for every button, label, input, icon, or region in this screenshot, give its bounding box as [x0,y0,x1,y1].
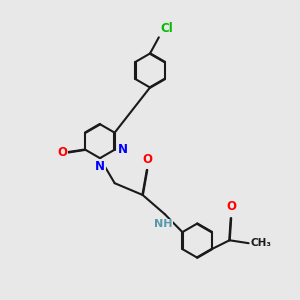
Text: O: O [58,146,68,159]
Text: N: N [95,160,105,172]
Text: O: O [226,200,236,213]
Text: NH: NH [154,219,172,230]
Text: N: N [118,143,128,156]
Text: CH₃: CH₃ [251,238,272,248]
Text: O: O [142,152,153,166]
Text: Cl: Cl [160,22,173,35]
